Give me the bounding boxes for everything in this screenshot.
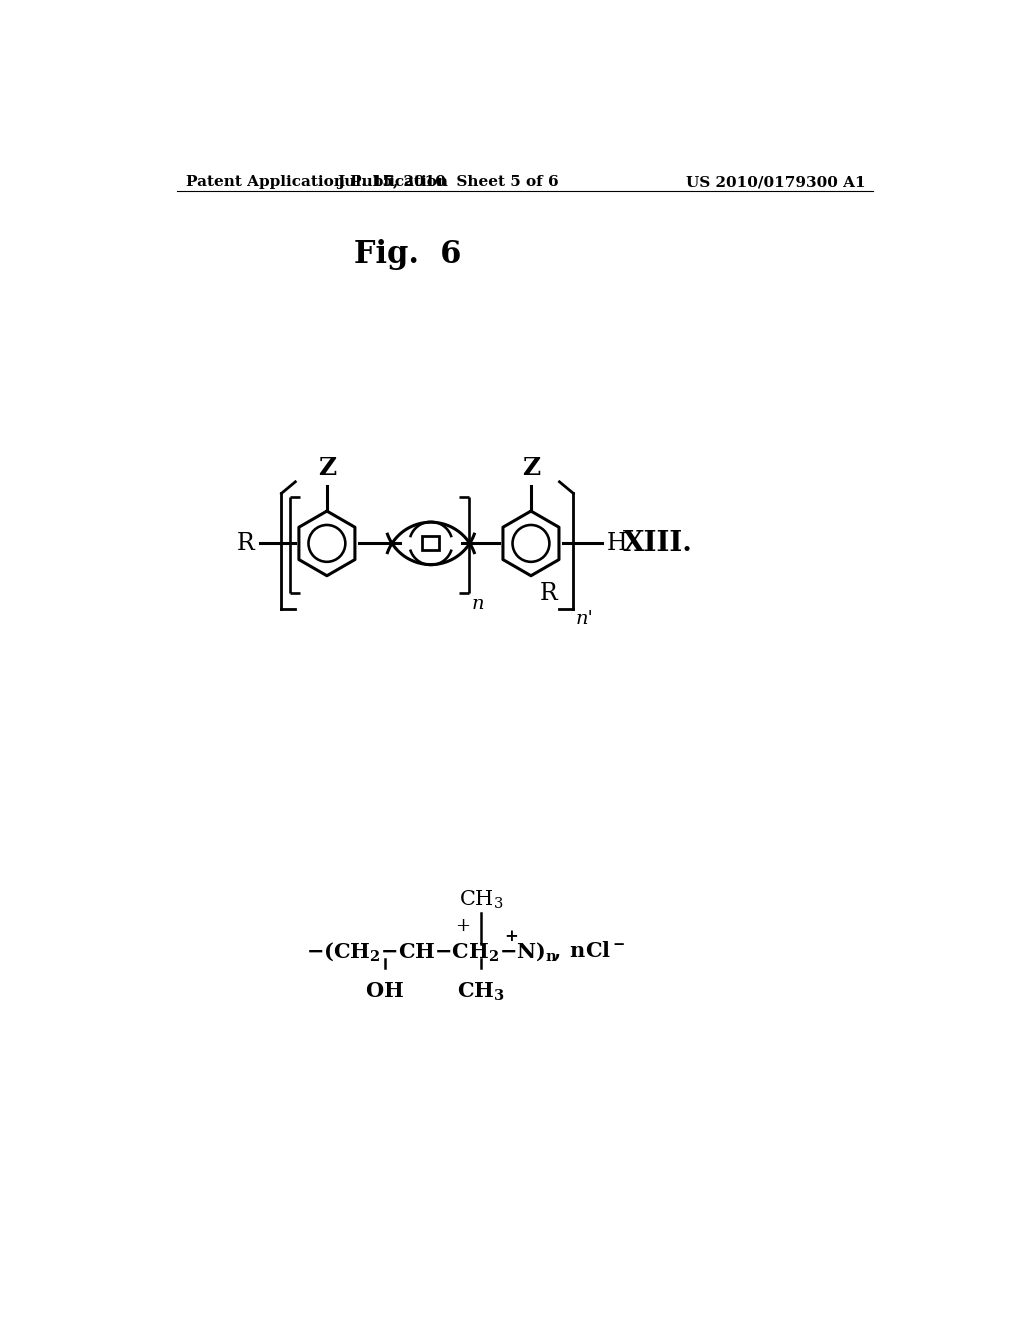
Text: +: + [504,928,518,945]
Text: Fig.  6: Fig. 6 [354,239,462,271]
Text: n': n' [575,610,594,628]
Text: Jul. 15, 2010  Sheet 5 of 6: Jul. 15, 2010 Sheet 5 of 6 [337,176,559,189]
Text: US 2010/0179300 A1: US 2010/0179300 A1 [686,176,866,189]
Text: Z: Z [317,457,336,480]
Text: XIII.: XIII. [624,529,693,557]
Text: Z: Z [522,457,540,480]
Text: R: R [237,532,255,554]
Text: n: n [472,595,484,612]
Text: +: + [455,916,470,935]
Text: $\mathregular{CH_3}$: $\mathregular{CH_3}$ [457,981,505,1003]
Text: Patent Application Publication: Patent Application Publication [186,176,449,189]
Bar [422,536,439,550]
Text: $\mathregular{,\;nCl^-}$: $\mathregular{,\;nCl^-}$ [553,940,625,964]
Text: $\mathregular{OH}$: $\mathregular{OH}$ [366,981,404,1001]
Text: $\mathregular{CH_3}$: $\mathregular{CH_3}$ [459,890,503,911]
Text: $\mathregular{-(CH_2{-}CH{-}CH_2{-}N)_n}$: $\mathregular{-(CH_2{-}CH{-}CH_2{-}N)_n}… [306,940,558,962]
Text: H: H [606,532,627,554]
Text: R: R [541,582,558,605]
